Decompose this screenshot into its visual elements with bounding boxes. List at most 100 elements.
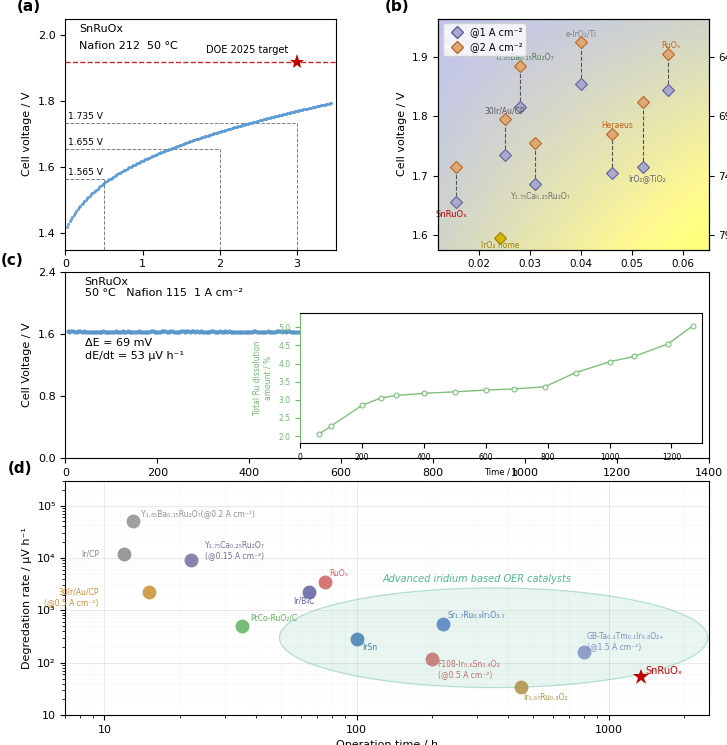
Point bbox=[385, 326, 396, 338]
Text: 1.655 V: 1.655 V bbox=[68, 138, 103, 147]
Point bbox=[391, 326, 403, 338]
Point bbox=[614, 326, 626, 337]
Point bbox=[204, 129, 215, 141]
Point bbox=[302, 326, 314, 338]
Point bbox=[221, 326, 233, 337]
Point bbox=[172, 140, 183, 152]
Point bbox=[323, 98, 334, 110]
Point bbox=[572, 326, 584, 337]
Point bbox=[340, 326, 352, 337]
Point bbox=[446, 326, 458, 338]
Point bbox=[145, 326, 157, 337]
Point bbox=[305, 101, 317, 113]
Point bbox=[648, 326, 660, 338]
Point bbox=[93, 182, 105, 194]
Point bbox=[154, 326, 166, 337]
Point bbox=[210, 127, 222, 139]
Point bbox=[116, 166, 127, 178]
Point bbox=[236, 119, 248, 131]
Point bbox=[172, 326, 183, 338]
Point bbox=[625, 326, 637, 337]
Y-axis label: Cell voltage / V: Cell voltage / V bbox=[397, 92, 406, 177]
Point bbox=[113, 326, 125, 337]
Point bbox=[425, 326, 437, 338]
Point bbox=[398, 326, 410, 338]
Point bbox=[114, 167, 126, 179]
Point bbox=[276, 326, 288, 338]
Point bbox=[302, 103, 313, 115]
Point bbox=[308, 326, 320, 338]
Point bbox=[540, 326, 552, 337]
Point bbox=[150, 326, 162, 337]
Point bbox=[92, 326, 104, 337]
Point bbox=[320, 98, 332, 110]
Point bbox=[667, 326, 679, 337]
Point bbox=[219, 124, 230, 136]
Point bbox=[569, 326, 580, 338]
Point bbox=[657, 326, 669, 338]
Point bbox=[588, 326, 600, 337]
Point bbox=[188, 134, 200, 146]
Text: F108-Ir₀.₆Sn₀.₄O₂
(@0.5 A cm⁻²): F108-Ir₀.₆Sn₀.₄O₂ (@0.5 A cm⁻²) bbox=[438, 659, 500, 679]
Point bbox=[616, 326, 628, 337]
Point bbox=[143, 151, 155, 163]
Point bbox=[205, 326, 217, 337]
Point bbox=[650, 326, 662, 337]
Point bbox=[655, 326, 667, 337]
Point bbox=[270, 110, 281, 122]
Point bbox=[121, 326, 132, 338]
Point bbox=[395, 326, 406, 338]
Point bbox=[133, 156, 145, 168]
Point bbox=[300, 326, 311, 338]
Legend: @1 A cm⁻², @2 A cm⁻²: @1 A cm⁻², @2 A cm⁻² bbox=[443, 24, 526, 56]
Point bbox=[318, 98, 330, 110]
Point bbox=[207, 128, 219, 140]
Point bbox=[273, 110, 285, 121]
Point bbox=[131, 326, 142, 337]
Text: GB-Ta₀.₁Tm₀.₁Ir₀.₈O₂₊
(@1.5 A cm⁻²): GB-Ta₀.₁Tm₀.₁Ir₀.₈O₂₊ (@1.5 A cm⁻²) bbox=[587, 633, 664, 652]
Point bbox=[77, 197, 89, 209]
Point bbox=[191, 133, 203, 145]
Point bbox=[606, 326, 617, 338]
Point bbox=[284, 107, 296, 118]
Point bbox=[104, 174, 116, 186]
Point bbox=[260, 326, 272, 337]
Point bbox=[455, 326, 467, 337]
Point bbox=[476, 326, 488, 337]
Point bbox=[94, 326, 105, 337]
Point bbox=[283, 107, 294, 119]
Point bbox=[188, 325, 199, 337]
Point bbox=[225, 326, 236, 337]
Point bbox=[90, 184, 102, 196]
Point bbox=[122, 162, 134, 174]
Point bbox=[211, 326, 222, 337]
Point bbox=[678, 326, 690, 338]
Point bbox=[317, 326, 329, 337]
Point bbox=[166, 142, 177, 154]
Point bbox=[237, 326, 249, 337]
Point bbox=[87, 187, 98, 199]
Point bbox=[135, 155, 147, 167]
Point bbox=[597, 326, 608, 337]
Point bbox=[177, 326, 189, 337]
Point bbox=[215, 125, 227, 137]
Point bbox=[140, 153, 151, 165]
Point bbox=[659, 326, 670, 337]
Point bbox=[334, 326, 346, 337]
Point bbox=[544, 326, 555, 337]
Point bbox=[361, 326, 373, 338]
Point bbox=[257, 113, 269, 125]
Point bbox=[81, 192, 93, 204]
Text: Ir/CP: Ir/CP bbox=[81, 549, 99, 558]
Point bbox=[381, 326, 393, 337]
Point bbox=[457, 326, 468, 338]
Point bbox=[238, 118, 249, 130]
Point bbox=[443, 326, 454, 337]
Point bbox=[491, 326, 502, 338]
Point bbox=[117, 165, 129, 177]
Point bbox=[620, 326, 632, 337]
Point bbox=[179, 326, 190, 337]
Point bbox=[156, 147, 167, 159]
Point bbox=[651, 326, 663, 338]
Point bbox=[95, 180, 106, 192]
